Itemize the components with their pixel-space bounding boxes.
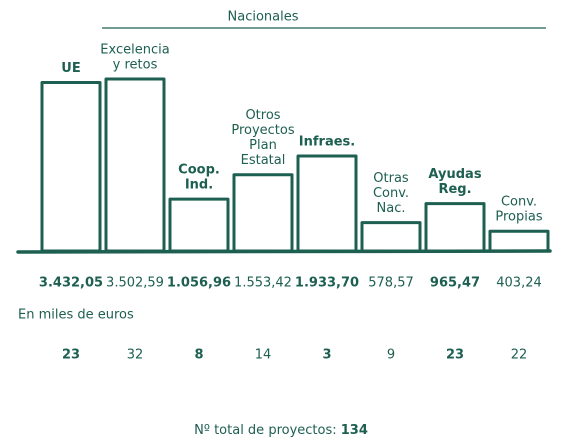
category-label: Ind. xyxy=(185,178,213,193)
category-label: UE xyxy=(61,61,80,76)
bar xyxy=(40,80,102,253)
category-label: Reg. xyxy=(438,182,471,197)
category-label: Otros xyxy=(245,108,280,123)
category-label: Infraes. xyxy=(299,135,355,150)
category-label: Conv. xyxy=(501,195,537,210)
category-label: Otras xyxy=(373,171,409,186)
project-count: 32 xyxy=(127,348,144,363)
bar xyxy=(360,221,422,253)
project-count: 23 xyxy=(446,348,464,363)
category-label: Plan xyxy=(249,138,277,153)
value-label: 1.933,70 xyxy=(295,276,359,291)
value-label: 1.056,96 xyxy=(167,276,231,291)
category-label: Coop. xyxy=(178,163,220,178)
bar xyxy=(488,229,550,253)
project-count: 14 xyxy=(255,348,272,363)
total-label: Nº total de proyectos: xyxy=(194,423,337,438)
value-label: 578,57 xyxy=(368,276,414,291)
unit-note: En miles de euros xyxy=(18,308,134,323)
bar xyxy=(104,77,166,253)
value-label: 403,24 xyxy=(496,276,542,291)
category-label: y retos xyxy=(113,58,158,73)
value-label: 3.502,59 xyxy=(106,276,164,291)
category-label: Excelencia xyxy=(100,43,169,58)
bar xyxy=(296,154,358,253)
project-count: 22 xyxy=(511,348,528,363)
project-count: 23 xyxy=(62,348,80,363)
category-label: Nac. xyxy=(377,201,406,216)
category-label: Proyectos xyxy=(231,123,295,138)
project-count: 9 xyxy=(387,348,395,363)
value-label: 965,47 xyxy=(430,276,480,291)
category-label: Estatal xyxy=(241,153,286,168)
total: Nº total de proyectos: 134 xyxy=(194,423,368,438)
group-label: Nacionales xyxy=(228,10,299,25)
bar xyxy=(232,173,294,253)
bar xyxy=(168,197,230,253)
category-label: Propias xyxy=(495,210,542,225)
project-count: 3 xyxy=(322,348,331,363)
value-label: 3.432,05 xyxy=(39,276,103,291)
total-value: 134 xyxy=(341,423,368,438)
value-label: 1.553,42 xyxy=(234,276,292,291)
category-label: Ayudas xyxy=(428,167,481,182)
project-count: 8 xyxy=(194,348,203,363)
category-label: Conv. xyxy=(373,186,409,201)
bar xyxy=(424,202,486,253)
